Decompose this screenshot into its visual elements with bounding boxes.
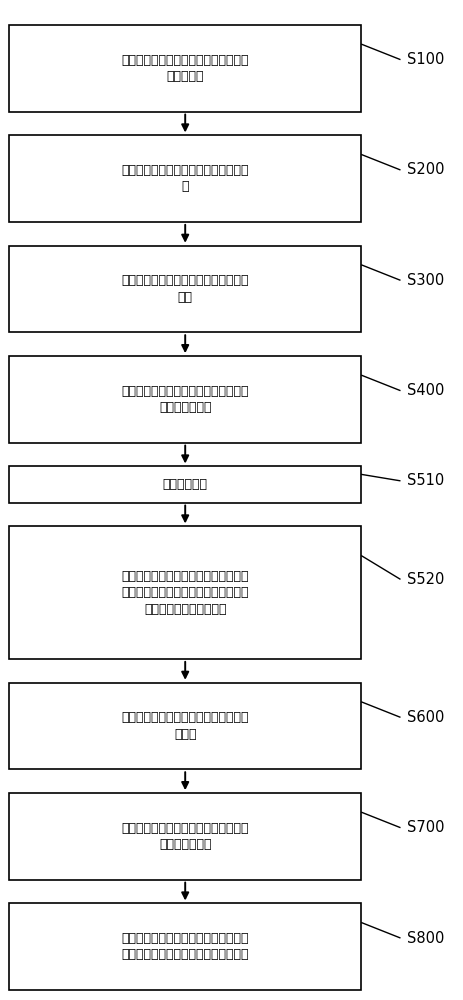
Text: S400: S400: [407, 383, 445, 398]
Text: 获取隧道中每个预设横截面若干个测量
点: 获取隧道中每个预设横截面若干个测量 点: [121, 164, 249, 193]
Text: 剔除第一距离与设计半径的差值大于预
设阈值的测量点: 剔除第一距离与设计半径的差值大于预 设阈值的测量点: [121, 385, 249, 414]
Text: 获取隧道延伸方向的预设中心线与隧道
的设计半径: 获取隧道延伸方向的预设中心线与隧道 的设计半径: [121, 54, 249, 83]
Text: 根据剩余的各个测量点的权重，通过最
小二乘法进行预设次数的迭代计算，得
到每个预设横截面的圆心: 根据剩余的各个测量点的权重，通过最 小二乘法进行预设次数的迭代计算，得 到每个预…: [121, 570, 249, 616]
Bar: [9, 683, 361, 769]
Bar: [9, 793, 361, 880]
Text: 计算若干个测量点与预设中心线的第一
距离: 计算若干个测量点与预设中心线的第一 距离: [121, 274, 249, 304]
Bar: [9, 466, 361, 503]
Bar: [9, 903, 361, 990]
Text: S200: S200: [407, 162, 445, 177]
Bar: [9, 25, 361, 112]
Text: S600: S600: [407, 710, 445, 725]
Text: 根据实际中心线生成各个待校验箱涵的
位置坐标及姿态: 根据实际中心线生成各个待校验箱涵的 位置坐标及姿态: [121, 822, 249, 851]
Text: S520: S520: [407, 572, 445, 587]
Bar: [9, 246, 361, 332]
Text: S800: S800: [407, 931, 445, 946]
Text: 根据若干个预设横截面的圆心生成实际
中心线: 根据若干个预设横截面的圆心生成实际 中心线: [121, 711, 249, 741]
Bar: [9, 135, 361, 222]
Bar: [9, 356, 361, 443]
Text: S700: S700: [407, 820, 445, 835]
Text: 引入权重函数: 引入权重函数: [163, 478, 208, 491]
Text: S510: S510: [407, 473, 444, 488]
Bar: [9, 526, 361, 659]
Text: S100: S100: [407, 52, 445, 67]
Text: 根据各个待校验箱涵的位置坐标与对应
的姿态校验各个待校验箱涵的安装信息: 根据各个待校验箱涵的位置坐标与对应 的姿态校验各个待校验箱涵的安装信息: [121, 932, 249, 961]
Text: S300: S300: [407, 273, 444, 288]
